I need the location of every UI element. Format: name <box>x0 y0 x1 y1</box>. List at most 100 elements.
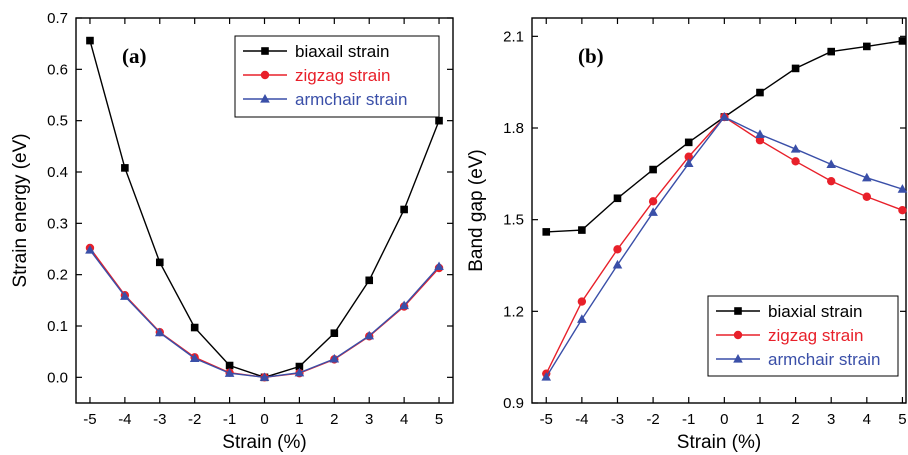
data-point <box>365 276 374 285</box>
x-tick-label: 2 <box>791 411 799 428</box>
data-point <box>578 226 586 234</box>
y-tick-label: 1.5 <box>503 212 524 229</box>
x-tick-label: -5 <box>83 411 96 428</box>
x-tick-label: 5 <box>435 411 443 428</box>
data-point <box>364 330 375 340</box>
data-point <box>755 129 765 139</box>
legend: biaxail strain zigzag strain armchair stra… <box>234 35 440 118</box>
data-point <box>577 314 587 323</box>
y-axis-title: Strain energy (eV) <box>10 133 31 287</box>
panel-a: -5 -4 -3 -2 -1 0 1 2 3 4 5 0.0 0.1 0.2 0.3 0.4 0.5 0.6 0.7… <box>10 10 454 453</box>
legend-marker <box>733 354 743 363</box>
data-point <box>613 194 622 203</box>
data-point <box>224 368 235 377</box>
data-point <box>684 138 693 147</box>
series-line <box>89 247 440 379</box>
series-armchair-strain <box>85 245 444 381</box>
legend-entry: zigzag strain <box>295 66 390 85</box>
data-point <box>862 172 872 182</box>
data-point <box>294 367 305 377</box>
x-tick-label: 1 <box>756 411 764 428</box>
data-point <box>434 261 444 271</box>
y-tick-label: 0.1 <box>47 318 68 335</box>
series-line <box>546 40 903 233</box>
data-point <box>330 329 339 337</box>
data-point <box>225 361 234 370</box>
legend-entry: armchair strain <box>768 350 880 369</box>
data-point <box>121 164 129 172</box>
data-point <box>329 353 340 363</box>
y-tick-label: 0.9 <box>503 395 524 412</box>
legend: biaxial strain zigzag strain armchair stra… <box>707 295 899 377</box>
data-point <box>542 228 551 236</box>
y-tick-label: 0.2 <box>47 267 68 284</box>
legend-entry: armchair strain <box>295 90 407 109</box>
data-point <box>897 184 908 193</box>
data-point <box>862 192 872 201</box>
legend-marker <box>261 47 269 55</box>
data-point <box>577 297 587 306</box>
x-tick-label: -5 <box>540 411 553 428</box>
x-tick-label: -2 <box>646 411 659 428</box>
y-tick-label: 1.2 <box>503 303 524 320</box>
data-point <box>189 353 200 362</box>
data-point <box>898 37 907 45</box>
data-point <box>863 42 871 51</box>
data-point <box>827 47 835 56</box>
x-tick-label: 5 <box>898 411 906 428</box>
data-point <box>898 205 907 215</box>
x-axis-title: Strain (%) <box>222 432 306 453</box>
legend-entry: biaxail strain <box>295 42 390 61</box>
x-tick-label: 1 <box>295 411 303 428</box>
data-point <box>612 259 623 269</box>
y-tick-label: 1.8 <box>503 120 524 137</box>
y-tick-label: 0.4 <box>47 164 68 181</box>
legend-entry: biaxial strain <box>768 302 863 321</box>
x-tick-label: 4 <box>863 411 871 428</box>
x-tick-label: -1 <box>223 411 236 428</box>
data-point <box>826 159 836 168</box>
panel-b: -5 -4 -3 -2 -1 0 1 2 3 4 5 0.9 1.2 1.5 1.8 2.1 Strain (%… <box>466 17 908 453</box>
data-point <box>684 152 693 161</box>
x-tick-label: 2 <box>330 411 338 428</box>
data-point <box>435 116 443 125</box>
x-tick-label: 4 <box>400 411 408 428</box>
data-point <box>120 291 130 300</box>
legend-entry: zigzag strain <box>768 326 863 345</box>
data-point <box>791 64 800 73</box>
data-point <box>259 372 270 381</box>
data-point <box>295 362 304 371</box>
data-point <box>683 158 694 168</box>
data-point <box>649 165 657 174</box>
legend-marker <box>733 330 743 340</box>
data-point <box>541 372 552 381</box>
y-tick-label: 0.5 <box>47 113 68 130</box>
data-point <box>190 323 199 332</box>
x-tick-label: -4 <box>118 411 131 428</box>
panel-label: (a) <box>122 44 147 68</box>
data-point <box>399 300 409 310</box>
data-point <box>648 207 658 216</box>
y-tick-label: 0.3 <box>47 215 68 232</box>
x-axis-title: Strain (%) <box>677 432 761 453</box>
series-zigzag-strain <box>85 243 444 382</box>
y-axis-title: Band gap (eV) <box>466 149 487 272</box>
data-point <box>400 205 408 214</box>
data-point <box>613 245 622 254</box>
data-point <box>86 36 94 45</box>
series-line <box>89 249 440 379</box>
y-tick-label: 0.6 <box>47 61 68 78</box>
data-point <box>791 157 800 166</box>
data-point <box>790 144 801 153</box>
y-tick-label: 0.0 <box>47 369 68 386</box>
legend-marker <box>734 307 742 315</box>
data-point <box>756 88 764 97</box>
legend-box <box>234 35 440 118</box>
x-tick-label: -1 <box>682 411 695 428</box>
x-tick-label: 3 <box>827 411 835 428</box>
legend-marker <box>260 70 270 80</box>
x-tick-label: -3 <box>153 411 166 428</box>
data-point <box>648 197 658 206</box>
x-tick-label: -2 <box>188 411 201 428</box>
